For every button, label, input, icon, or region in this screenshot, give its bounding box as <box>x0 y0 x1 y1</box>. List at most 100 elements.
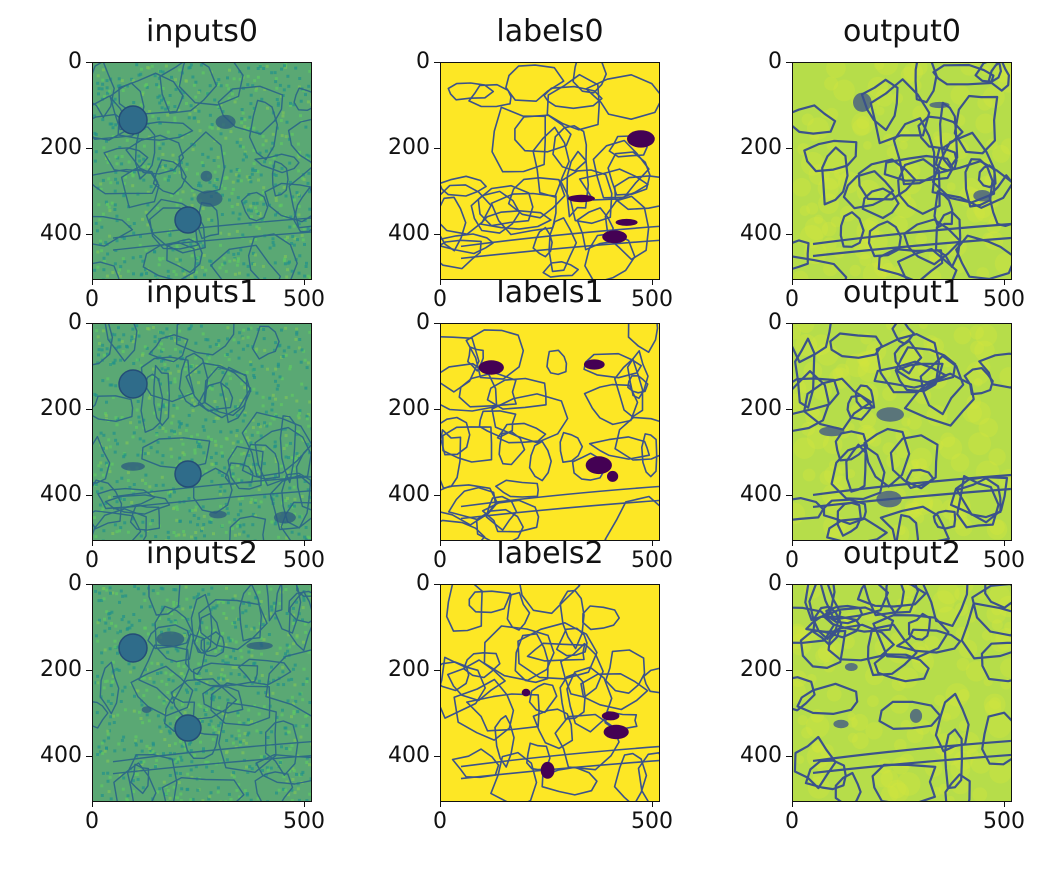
y-tick-label: 0 <box>416 310 430 335</box>
y-tick-label: 200 <box>740 657 782 682</box>
x-tick-label: 0 <box>85 548 99 573</box>
image-panel-output1: output1 0 200 400 0 500 <box>740 275 1025 573</box>
x-tick-label: 500 <box>631 809 673 834</box>
x-tick-mark <box>440 801 441 807</box>
y-tick-mark <box>786 62 792 63</box>
x-tick-mark <box>304 801 305 807</box>
y-tick-mark <box>434 62 440 63</box>
labels-image <box>441 324 659 540</box>
x-tick-label: 0 <box>785 548 799 573</box>
inputs-image <box>93 585 311 801</box>
x-tick-mark <box>652 801 653 807</box>
image-panel-inputs0: inputs0 0 200 400 0 500 <box>40 14 325 312</box>
y-tick-mark <box>86 62 92 63</box>
image-panel-output2: output2 0 200 400 0 500 <box>740 536 1025 834</box>
x-tick-label: 500 <box>283 809 325 834</box>
panel-title: output1 <box>842 275 962 310</box>
y-tick-mark <box>786 323 792 324</box>
image-frame <box>440 62 660 280</box>
image-frame <box>792 323 1012 541</box>
x-tick-mark <box>1004 540 1005 546</box>
y-tick-mark <box>434 148 440 149</box>
x-tick-label: 500 <box>631 287 673 312</box>
y-tick-label: 0 <box>68 571 82 596</box>
x-tick-label: 500 <box>283 548 325 573</box>
x-tick-mark <box>92 801 93 807</box>
y-tick-label: 0 <box>68 310 82 335</box>
panel-title: inputs2 <box>146 536 258 571</box>
y-tick-label: 0 <box>68 49 82 74</box>
y-tick-label: 0 <box>768 571 782 596</box>
y-tick-label: 200 <box>388 396 430 421</box>
inputs-image <box>93 63 311 279</box>
output-image <box>793 585 1011 801</box>
y-tick-label: 0 <box>768 310 782 335</box>
y-tick-label: 400 <box>740 482 782 507</box>
y-tick-mark <box>786 584 792 585</box>
y-tick-label: 400 <box>40 743 82 768</box>
y-tick-label: 200 <box>740 396 782 421</box>
image-frame <box>792 62 1012 280</box>
x-tick-label: 0 <box>785 287 799 312</box>
x-tick-label: 0 <box>85 809 99 834</box>
y-tick-label: 200 <box>40 135 82 160</box>
image-frame <box>92 323 312 541</box>
y-tick-label: 200 <box>388 135 430 160</box>
image-frame <box>92 584 312 802</box>
x-tick-label: 0 <box>85 287 99 312</box>
image-panel-labels2: labels2 0 200 400 0 500 <box>388 536 673 834</box>
image-frame <box>440 584 660 802</box>
panel-title: output2 <box>842 536 962 571</box>
y-tick-label: 200 <box>40 396 82 421</box>
x-tick-label: 0 <box>433 809 447 834</box>
x-tick-label: 0 <box>433 287 447 312</box>
image-panel-labels1: labels1 0 200 400 0 500 <box>388 275 673 573</box>
output-image <box>793 324 1011 540</box>
y-tick-label: 400 <box>740 743 782 768</box>
y-tick-mark <box>86 495 92 496</box>
x-tick-mark <box>1004 801 1005 807</box>
image-frame <box>440 323 660 541</box>
panel-title: output0 <box>842 14 962 49</box>
y-tick-mark <box>434 234 440 235</box>
y-tick-mark <box>434 409 440 410</box>
panel-title: labels1 <box>496 275 604 310</box>
x-tick-mark <box>792 540 793 546</box>
y-tick-mark <box>434 584 440 585</box>
x-tick-label: 500 <box>283 287 325 312</box>
y-tick-label: 400 <box>40 221 82 246</box>
output-image <box>793 63 1011 279</box>
image-panel-inputs2: inputs2 0 200 400 0 500 <box>40 536 325 834</box>
y-tick-label: 200 <box>388 657 430 682</box>
x-tick-mark <box>440 279 441 285</box>
y-tick-label: 400 <box>388 482 430 507</box>
image-panel-output0: output0 0 200 400 0 500 <box>740 14 1025 312</box>
x-tick-label: 500 <box>983 548 1025 573</box>
image-panel-labels0: labels0 0 200 400 0 500 <box>388 14 673 312</box>
y-tick-label: 200 <box>740 135 782 160</box>
y-tick-label: 200 <box>40 657 82 682</box>
labels-image <box>441 585 659 801</box>
y-tick-label: 0 <box>416 571 430 596</box>
panel-title: labels0 <box>496 14 604 49</box>
inputs-image <box>93 324 311 540</box>
x-tick-label: 0 <box>433 548 447 573</box>
y-tick-mark <box>86 409 92 410</box>
image-frame <box>92 62 312 280</box>
y-tick-mark <box>786 495 792 496</box>
x-tick-mark <box>1004 279 1005 285</box>
y-tick-mark <box>434 323 440 324</box>
x-tick-label: 500 <box>983 809 1025 834</box>
y-tick-mark <box>434 670 440 671</box>
y-tick-label: 400 <box>40 482 82 507</box>
x-tick-mark <box>440 540 441 546</box>
y-tick-mark <box>786 148 792 149</box>
y-tick-mark <box>86 148 92 149</box>
y-tick-label: 400 <box>388 743 430 768</box>
panel-title: inputs1 <box>146 275 258 310</box>
x-tick-mark <box>792 801 793 807</box>
y-tick-label: 400 <box>388 221 430 246</box>
x-tick-mark <box>304 540 305 546</box>
y-tick-label: 0 <box>768 49 782 74</box>
x-tick-mark <box>92 540 93 546</box>
